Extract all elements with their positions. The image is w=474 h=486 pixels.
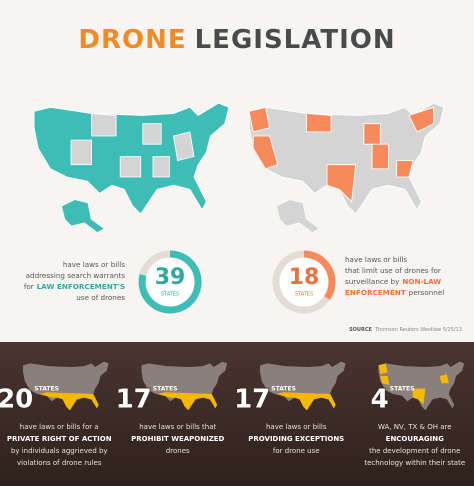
- emphasis: LAW ENFORCEMENT'S: [37, 282, 125, 291]
- text-line: PROHIBIT WEAPONIZED: [131, 435, 224, 443]
- panel-map: [23, 361, 109, 411]
- stat-unit: STATES: [161, 292, 179, 298]
- source-text: Thomson Reuters Westlaw 5/25/13: [374, 327, 462, 333]
- map-right: [248, 102, 445, 215]
- panel-unit: STATES: [34, 386, 59, 393]
- text-segment: by individuals aggrieved by: [11, 447, 108, 455]
- source-label: SOURCE: [349, 327, 372, 333]
- emphasis: ENCOURAGING: [386, 435, 444, 443]
- source: SOURCE Thomson Reuters Westlaw 5/25/13: [349, 327, 462, 333]
- text-segment: drones: [166, 447, 190, 455]
- panel-number: 4: [371, 385, 389, 415]
- donut-right-arc: [303, 250, 336, 300]
- panel-number: 20: [0, 385, 33, 415]
- donut-left-arc: [138, 250, 202, 314]
- text-segment: have laws or bills: [63, 260, 125, 269]
- title-first: DRONE: [78, 25, 186, 55]
- text-line: have laws or bills that: [139, 423, 216, 431]
- stat-number: 18: [289, 265, 320, 290]
- text-line: PROVIDING EXCEPTIONS: [248, 435, 344, 443]
- panel-map: [141, 361, 228, 411]
- text-segment: addressing search warrants: [26, 271, 126, 280]
- map-highlight: [378, 363, 449, 405]
- panel-map: [260, 361, 346, 411]
- text-line: use of drones: [76, 293, 125, 302]
- text-line: have laws or bills: [266, 423, 327, 431]
- text-segment: surveillance by: [345, 277, 400, 286]
- text-segment: have laws or bills that: [139, 423, 216, 431]
- text-line: WA, NV, TX & OH are: [378, 423, 452, 431]
- title-second: LEGISLATION: [195, 25, 396, 55]
- title: DRONE LEGISLATION: [78, 25, 395, 55]
- text-segment: WA, NV, TX & OH are: [378, 423, 452, 431]
- emphasis: NON-LAW: [402, 277, 441, 286]
- text-line: ENFORCEMENT personnel: [345, 288, 444, 297]
- panel-unit: STATES: [271, 386, 296, 393]
- text-line: by individuals aggrieved by: [11, 447, 108, 455]
- panel-map: [378, 361, 465, 411]
- text-line: have laws or bills: [345, 255, 407, 264]
- emphasis: PROHIBIT WEAPONIZED: [131, 435, 224, 443]
- text-segment: violations of drone rules: [17, 459, 102, 467]
- text-line: for LAW ENFORCEMENT'S: [24, 282, 125, 291]
- text-line: have laws or bills for a: [20, 423, 99, 431]
- panel-number: 17: [116, 385, 152, 415]
- text-line: violations of drone rules: [17, 459, 102, 467]
- text-line: drones: [166, 447, 190, 455]
- panel-unit: STATES: [153, 386, 178, 393]
- text-segment: have laws or bills: [345, 255, 407, 264]
- text-line: have laws or bills: [63, 260, 125, 269]
- panel-unit: STATES: [390, 386, 415, 393]
- text-segment: for drone use: [273, 447, 320, 455]
- text-line: technology within their state: [364, 459, 465, 467]
- map-left: [33, 102, 230, 215]
- text-line: surveillance by NON-LAW: [345, 277, 441, 286]
- emphasis: PROVIDING EXCEPTIONS: [248, 435, 344, 443]
- text-segment: have laws or bills for a: [20, 423, 99, 431]
- text-segment: use of drones: [76, 293, 125, 302]
- text-segment: have laws or bills: [266, 423, 327, 431]
- emphasis: ENFORCEMENT: [345, 288, 406, 297]
- map-highlight: [276, 392, 336, 411]
- text-line: PRIVATE RIGHT OF ACTION: [7, 435, 112, 443]
- map-highlight: [157, 392, 218, 411]
- text-line: addressing search warrants: [26, 271, 126, 280]
- text-segment: that limit use of drones for: [345, 266, 441, 275]
- stat-unit: STATES: [295, 292, 313, 298]
- text-line: the development of drone: [369, 447, 460, 455]
- text-segment: the development of drone: [369, 447, 460, 455]
- text-segment: technology within their state: [364, 459, 465, 467]
- text-segment: for: [24, 282, 34, 291]
- text-line: for drone use: [273, 447, 320, 455]
- text-line: ENCOURAGING: [386, 435, 444, 443]
- panel-number: 17: [234, 385, 270, 415]
- text-segment: personnel: [409, 288, 445, 297]
- emphasis: PRIVATE RIGHT OF ACTION: [7, 435, 112, 443]
- dynamic: have laws or bills addressing search warr…: [0, 255, 465, 467]
- stat-number: 39: [155, 265, 186, 290]
- text-line: that limit use of drones for: [345, 266, 441, 275]
- map-highlight: [39, 392, 99, 411]
